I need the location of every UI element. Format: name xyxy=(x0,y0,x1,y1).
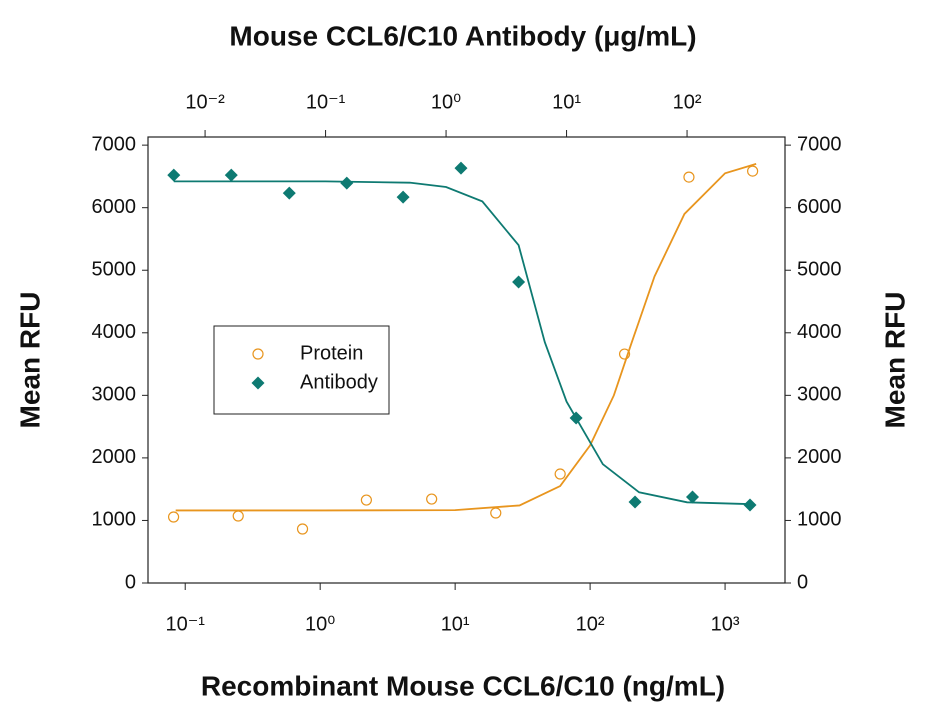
legend-label: Protein xyxy=(300,342,363,364)
fit-curve xyxy=(175,163,757,512)
y2-tick-label: 0 xyxy=(797,571,808,593)
y2-tick-label: 5000 xyxy=(797,259,842,281)
x2-tick-label: 10² xyxy=(673,91,702,113)
x-tick-label: 10⁻¹ xyxy=(165,613,205,635)
x2-tick-label: 10⁰ xyxy=(431,91,461,113)
data-point xyxy=(747,165,759,177)
x2-tick-label: 10⁻¹ xyxy=(306,91,346,113)
x2-tick-label: 10¹ xyxy=(552,91,581,113)
plot-frame xyxy=(147,136,786,584)
data-point xyxy=(167,168,181,182)
legend-marker xyxy=(252,348,264,360)
y-tick-label: 3000 xyxy=(92,384,137,406)
fit-curve xyxy=(173,180,753,506)
y-tick-label: 4000 xyxy=(92,321,137,343)
y-tick-label: 2000 xyxy=(92,446,137,468)
data-point xyxy=(454,161,468,175)
data-point xyxy=(490,507,502,519)
data-point xyxy=(167,511,180,523)
data-point xyxy=(396,190,410,204)
y2-tick-label: 3000 xyxy=(797,384,842,406)
bottom-axis-title: Recombinant Mouse CCL6/C10 (ng/mL) xyxy=(201,670,725,701)
legend-box xyxy=(213,325,390,415)
y2-tick-label: 7000 xyxy=(797,133,842,155)
data-point xyxy=(224,168,238,182)
legend-label: Antibody xyxy=(300,371,378,393)
x-tick-label: 10² xyxy=(576,613,605,635)
data-point xyxy=(618,348,631,360)
data-point xyxy=(512,275,526,289)
x2-tick-label: 10⁻² xyxy=(185,91,225,113)
x-tick-label: 10¹ xyxy=(441,613,470,635)
data-point xyxy=(340,176,354,190)
y-tick-label: 7000 xyxy=(92,133,137,155)
legend-marker xyxy=(251,376,265,390)
data-point xyxy=(569,411,583,425)
y-tick-label: 1000 xyxy=(92,509,137,531)
right-axis-title: Mean RFU xyxy=(879,292,910,429)
data-point xyxy=(628,495,642,509)
data-point xyxy=(282,186,296,200)
x-tick-label: 10³ xyxy=(711,613,740,635)
x-tick-label: 10⁰ xyxy=(305,613,335,635)
data-point xyxy=(232,510,244,522)
y-tick-label: 6000 xyxy=(92,196,137,218)
data-point xyxy=(360,494,372,506)
top-axis-title: Mouse CCL6/C10 Antibody (μg/mL) xyxy=(229,20,696,51)
data-point xyxy=(426,493,438,505)
left-axis-title: Mean RFU xyxy=(14,292,45,429)
data-point xyxy=(686,490,700,504)
y-tick-label: 5000 xyxy=(92,259,137,281)
y2-tick-label: 6000 xyxy=(797,196,842,218)
data-point xyxy=(554,468,566,480)
data-point xyxy=(683,171,695,183)
y2-tick-label: 1000 xyxy=(797,509,842,531)
y-tick-label: 0 xyxy=(125,571,136,593)
y2-tick-label: 2000 xyxy=(797,446,842,468)
data-point xyxy=(296,523,309,535)
data-point xyxy=(743,498,757,512)
y2-tick-label: 4000 xyxy=(797,321,842,343)
